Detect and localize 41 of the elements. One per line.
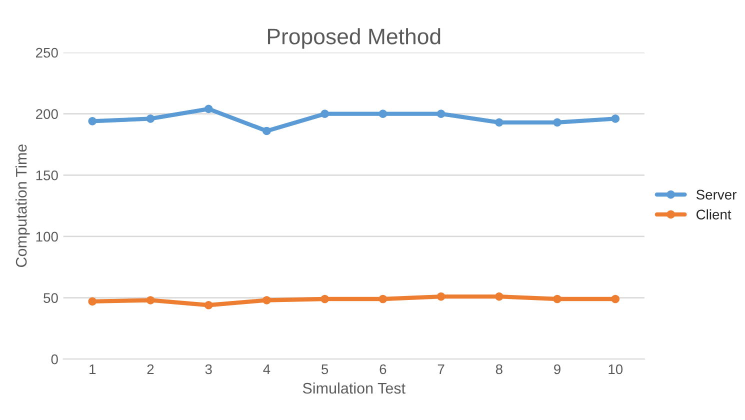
y-tick-label: 250 [36, 48, 58, 58]
x-tick-label: 6 [380, 364, 386, 374]
chart-title: Proposed Method [268, 28, 440, 49]
point [494, 292, 504, 301]
x-tick-label: 3 [205, 364, 212, 374]
point [262, 126, 271, 136]
x-axis-title: Simulation Test [302, 382, 406, 394]
y-axis-title: Computation Time [15, 144, 30, 268]
point [436, 292, 446, 301]
point [320, 110, 329, 118]
point [611, 114, 620, 123]
x-tick-label: 10 [608, 364, 623, 374]
x-tick-label: 9 [554, 364, 560, 374]
point [204, 300, 213, 310]
point [88, 117, 97, 126]
x-tick-label: 7 [438, 364, 444, 374]
x-tick-label: 8 [496, 364, 502, 374]
point [378, 294, 388, 304]
point [611, 294, 620, 304]
point [204, 104, 213, 114]
point [494, 118, 504, 127]
point [553, 294, 562, 304]
y-tick-label: 0 [51, 354, 58, 364]
y-tick-label: 200 [36, 109, 58, 119]
point [436, 110, 446, 118]
point [146, 114, 155, 123]
point [378, 110, 388, 118]
point [88, 297, 97, 306]
y-tick-label: 50 [44, 293, 58, 303]
legend-label: Server [696, 190, 736, 200]
legend-label: Client [696, 209, 732, 220]
x-tick-label: 2 [147, 364, 154, 374]
point [320, 294, 329, 304]
y-tick-label: 100 [36, 232, 58, 242]
point [146, 296, 155, 304]
y-tick-label: 150 [36, 170, 58, 180]
point [262, 296, 271, 304]
x-tick-label: 5 [322, 364, 328, 374]
point [553, 118, 562, 127]
x-tick-label: 4 [263, 364, 270, 374]
x-tick-label: 1 [90, 364, 96, 374]
